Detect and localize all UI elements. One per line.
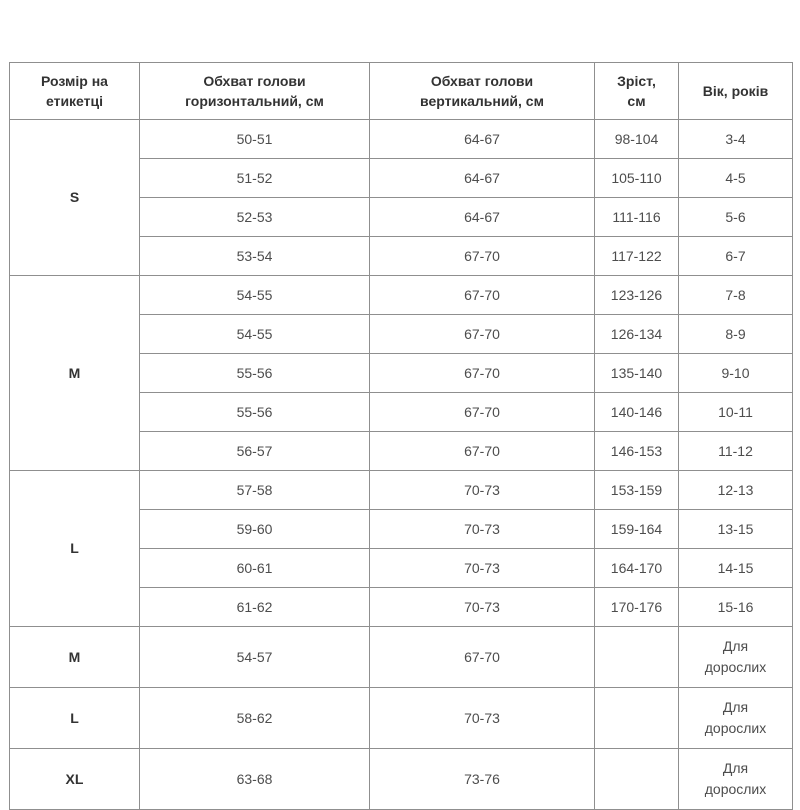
table-cell: 3-4 <box>678 119 793 159</box>
table-cell: 64-67 <box>369 197 595 237</box>
table-cell: 10-11 <box>678 392 793 432</box>
table-cell: 111-116 <box>594 197 679 237</box>
header-row: Розмір на етикетці Обхват голови горизон… <box>9 62 793 120</box>
table-cell: 140-146 <box>594 392 679 432</box>
table-cell: 117-122 <box>594 236 679 276</box>
table-cell: Для дорослих <box>678 748 793 810</box>
adult-note: Для дорослих <box>704 699 767 736</box>
table-cell: 123-126 <box>594 275 679 315</box>
table-cell: 170-176 <box>594 587 679 627</box>
table-cell: 5-6 <box>678 197 793 237</box>
table-cell: 4-5 <box>678 158 793 198</box>
table-cell: 67-70 <box>369 626 595 688</box>
table-row-adult: XL 63-68 73-76 Для дорослих <box>9 748 793 810</box>
table-row: 55-56 67-70 135-140 9-10 <box>10 353 793 393</box>
table-cell: Для дорослих <box>678 687 793 749</box>
table-row: L 57-58 70-73 153-159 12-13 <box>9 470 793 627</box>
table-cell: 54-55 <box>139 314 370 354</box>
table-cell: 54-57 <box>139 626 370 688</box>
table-cell: 70-73 <box>369 687 595 749</box>
size-cell-adult-m: M <box>9 626 140 688</box>
table-row: 55-56 67-70 140-146 10-11 <box>10 392 793 432</box>
table-cell: 7-8 <box>678 275 793 315</box>
table-cell: Для дорослих <box>678 626 793 688</box>
table-cell: 51-52 <box>139 158 370 198</box>
table-cell: 67-70 <box>369 314 595 354</box>
table-row-adult: L 58-62 70-73 Для дорослих <box>9 687 793 749</box>
table-cell: 59-60 <box>139 509 370 549</box>
table-cell: 52-53 <box>139 197 370 237</box>
table-row: 59-60 70-73 159-164 13-15 <box>10 509 793 549</box>
table-cell-empty <box>594 748 679 810</box>
size-chart-container: Розмір на етикетці Обхват голови горизон… <box>9 62 793 810</box>
table-cell: 67-70 <box>369 392 595 432</box>
table-cell: 126-134 <box>594 314 679 354</box>
table-cell: 159-164 <box>594 509 679 549</box>
table-cell: 53-54 <box>139 236 370 276</box>
table-cell: 64-67 <box>369 158 595 198</box>
size-group-cell-l: L <box>9 470 140 627</box>
table-row-adult: M 54-57 67-70 Для дорослих <box>9 626 793 688</box>
table-cell: 153-159 <box>594 470 679 510</box>
table-row: 54-55 67-70 126-134 8-9 <box>10 314 793 354</box>
table-cell: 135-140 <box>594 353 679 393</box>
table-cell: 63-68 <box>139 748 370 810</box>
size-chart-table: Розмір на етикетці Обхват голови горизон… <box>9 62 793 810</box>
column-header-age: Вік, років <box>678 62 793 120</box>
table-cell: 98-104 <box>594 119 679 159</box>
table-cell: 105-110 <box>594 158 679 198</box>
table-row: S 50-51 64-67 98-104 3-4 <box>9 119 793 276</box>
table-cell: 164-170 <box>594 548 679 588</box>
table-cell: 50-51 <box>139 119 370 159</box>
table-cell: 6-7 <box>678 236 793 276</box>
table-cell: 67-70 <box>369 275 595 315</box>
table-cell: 67-70 <box>369 236 595 276</box>
column-header-height: Зріст, см <box>594 62 679 120</box>
column-header-horizontal: Обхват голови горизонтальний, см <box>139 62 370 120</box>
table-row: 52-53 64-67 111-116 5-6 <box>10 197 793 237</box>
table-cell: 15-16 <box>678 587 793 627</box>
size-group-cell-s: S <box>9 119 140 276</box>
table-row: 53-54 67-70 117-122 6-7 <box>10 236 793 276</box>
table-cell: 67-70 <box>369 353 595 393</box>
size-cell-adult-l: L <box>9 687 140 749</box>
table-cell: 70-73 <box>369 509 595 549</box>
table-cell: 56-57 <box>139 431 370 471</box>
table-cell: 70-73 <box>369 587 595 627</box>
table-row: 51-52 64-67 105-110 4-5 <box>10 158 793 198</box>
table-cell: 146-153 <box>594 431 679 471</box>
size-cell-adult-xl: XL <box>9 748 140 810</box>
column-header-vertical: Обхват голови вертикальний, см <box>369 62 595 120</box>
table-row: 56-57 67-70 146-153 11-12 <box>10 431 793 471</box>
table-cell: 13-15 <box>678 509 793 549</box>
table-cell: 14-15 <box>678 548 793 588</box>
table-cell: 55-56 <box>139 392 370 432</box>
table-cell: 60-61 <box>139 548 370 588</box>
table-cell: 67-70 <box>369 431 595 471</box>
adult-note: Для дорослих <box>704 638 767 675</box>
table-cell: 9-10 <box>678 353 793 393</box>
table-cell: 61-62 <box>139 587 370 627</box>
table-cell: 12-13 <box>678 470 793 510</box>
table-cell: 8-9 <box>678 314 793 354</box>
table-cell: 55-56 <box>139 353 370 393</box>
adult-note: Для дорослих <box>704 760 767 797</box>
table-cell: 54-55 <box>139 275 370 315</box>
table-cell: 70-73 <box>369 470 595 510</box>
column-header-size: Розмір на етикетці <box>9 62 140 120</box>
table-row: M 54-55 67-70 123-126 7-8 <box>9 275 793 471</box>
table-cell: 11-12 <box>678 431 793 471</box>
table-cell: 73-76 <box>369 748 595 810</box>
table-cell: 57-58 <box>139 470 370 510</box>
size-group-cell-m: M <box>9 275 140 471</box>
table-cell: 70-73 <box>369 548 595 588</box>
table-cell: 64-67 <box>369 119 595 159</box>
table-cell-empty <box>594 626 679 688</box>
table-cell: 58-62 <box>139 687 370 749</box>
table-cell-empty <box>594 687 679 749</box>
